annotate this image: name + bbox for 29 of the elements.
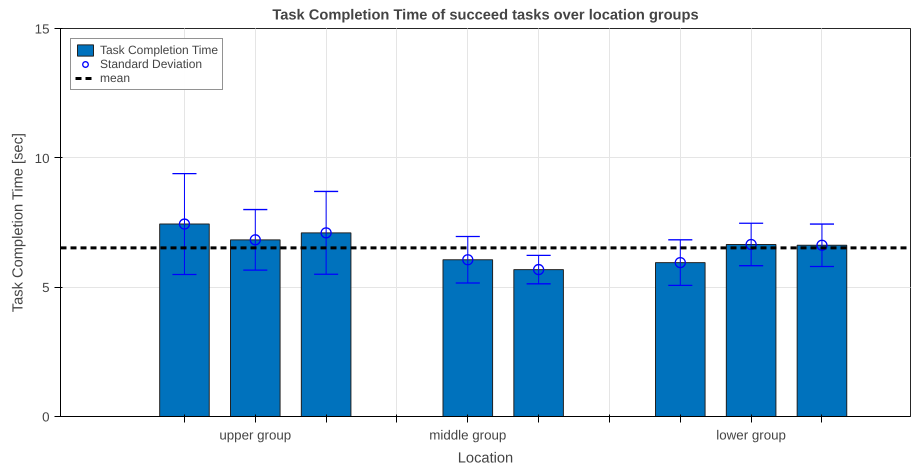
bar <box>796 244 848 416</box>
x-axis-title: Location <box>458 450 514 466</box>
point <box>745 238 757 250</box>
point <box>462 254 474 266</box>
x-tick-label: upper group <box>219 428 292 442</box>
bar <box>230 239 281 416</box>
legend-label: Task Completion Time <box>100 43 218 57</box>
y-tick-label: 10 <box>34 150 50 166</box>
y-axis-title: Task Completion Time [sec] <box>10 133 27 312</box>
x-tick-label: lower group <box>716 428 786 442</box>
bar <box>726 244 776 416</box>
y-tick-label: 5 <box>42 280 50 296</box>
legend-label: mean <box>100 71 130 85</box>
chart-title: Task Completion Time of succeed tasks over location groups <box>272 8 699 24</box>
x-tick-label: middle group <box>429 428 506 442</box>
y-tick-label: 15 <box>34 22 50 36</box>
bar <box>513 269 564 416</box>
bar <box>655 262 706 416</box>
bar <box>300 232 352 416</box>
bar <box>442 259 494 416</box>
legend-label: Standard Deviation <box>100 57 202 71</box>
point <box>320 227 332 238</box>
point <box>674 256 686 268</box>
point <box>178 218 190 230</box>
bar <box>159 224 210 416</box>
point <box>532 264 544 276</box>
point <box>250 234 261 246</box>
y-tick-label: 0 <box>42 410 50 424</box>
point <box>816 240 828 251</box>
